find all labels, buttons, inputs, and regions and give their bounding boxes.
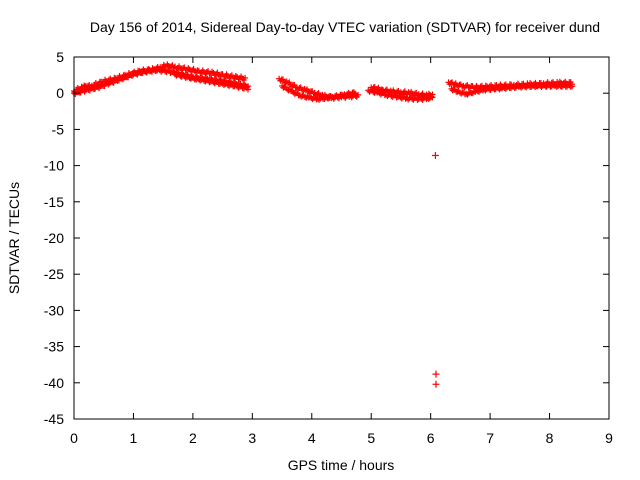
data-track-arc-i (448, 81, 576, 98)
x-tick-label: 8 (546, 430, 554, 446)
y-tick-label: -35 (44, 339, 64, 355)
chart-title: Day 156 of 2014, Sidereal Day-to-day VTE… (90, 19, 600, 35)
x-tick-label: 3 (248, 430, 256, 446)
axis-tick-labels: 0 1 2 3 4 5 6 7 8 9 5 0 -5 -10 -15 -20 -25 -30 -35 -40 -45 (44, 49, 613, 446)
y-tick-label: 5 (56, 49, 64, 65)
data-track-arc-e (279, 82, 359, 103)
y-tick-label: -15 (44, 194, 64, 210)
y-tick-label: -20 (44, 230, 64, 246)
y-tick-label: -5 (52, 121, 65, 137)
axis-ticks (73, 56, 610, 420)
plot-frame (73, 56, 610, 420)
x-tick-label: 7 (486, 430, 494, 446)
x-axis-label: GPS time / hours (288, 457, 395, 473)
y-tick-label: -45 (44, 411, 64, 427)
y-tick-label: -25 (44, 266, 64, 282)
x-tick-label: 4 (308, 430, 316, 446)
x-tick-label: 2 (189, 430, 197, 446)
x-tick-label: 5 (367, 430, 375, 446)
x-tick-label: 1 (130, 430, 138, 446)
x-tick-label: 9 (605, 430, 613, 446)
data-track-arc-j (73, 82, 91, 96)
y-tick-label: -10 (44, 158, 64, 174)
y-axis-label: SDTVAR / TECUs (6, 182, 22, 294)
data-layer (71, 61, 576, 388)
x-tick-label: 6 (427, 430, 435, 446)
data-point-outlier (432, 370, 440, 378)
y-tick-label: 0 (56, 85, 64, 101)
data-track-arc-c (172, 71, 252, 93)
y-tick-label: -30 (44, 302, 64, 318)
y-tick-label: -40 (44, 375, 64, 391)
data-point-outlier (432, 380, 440, 388)
data-track-arc-g (365, 87, 436, 103)
x-tick-label: 0 (70, 430, 78, 446)
data-point-outlier (431, 151, 439, 159)
